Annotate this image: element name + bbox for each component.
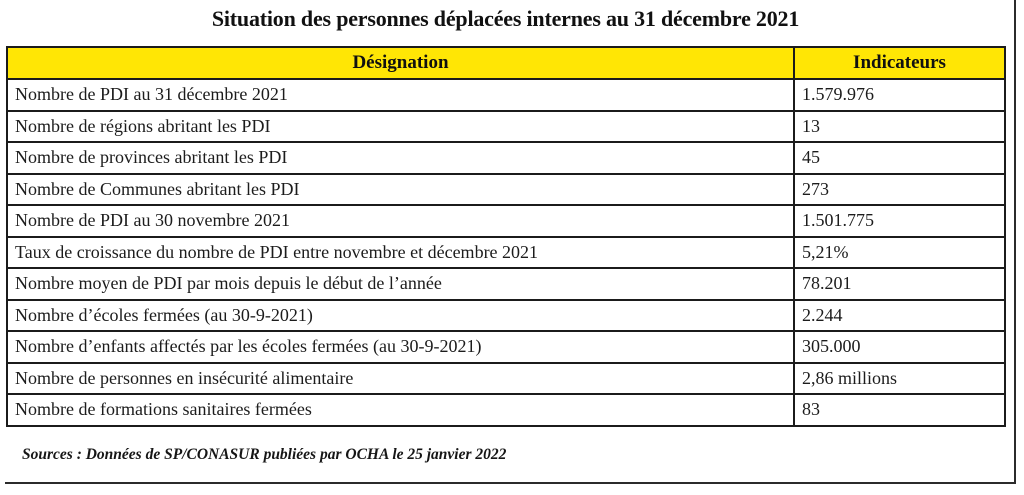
table-row: Nombre d’enfants affectés par les écoles…	[6, 330, 1006, 364]
designation-cell: Nombre moyen de PDI par mois depuis le d…	[6, 267, 795, 301]
column-header-indicateurs: Indicateurs	[793, 46, 1006, 80]
indicateur-cell: 2.244	[793, 298, 1006, 332]
indicateur-cell: 83	[793, 393, 1006, 427]
source-note: Sources : Données de SP/CONASUR publiées…	[22, 446, 507, 463]
designation-cell: Nombre de régions abritant les PDI	[6, 109, 795, 143]
designation-cell: Nombre d’écoles fermées (au 30-9-2021)	[6, 298, 795, 332]
indicateur-cell: 5,21%	[793, 235, 1006, 269]
designation-cell: Nombre de Communes abritant les PDI	[6, 172, 795, 206]
page-title: Situation des personnes déplacées intern…	[211, 6, 800, 31]
table-row: Taux de croissance du nombre de PDI entr…	[6, 235, 1006, 269]
indicateur-cell: 2,86 millions	[793, 361, 1006, 395]
idp-situation-table: Désignation Indicateurs Nombre de PDI au…	[6, 46, 1006, 427]
indicateur-cell: 305.000	[793, 330, 1006, 364]
indicateur-cell: 13	[793, 109, 1006, 143]
indicateur-cell: 78.201	[793, 267, 1006, 301]
column-header-designation: Désignation	[6, 46, 795, 80]
designation-cell: Nombre de provinces abritant les PDI	[6, 141, 795, 175]
indicateur-cell: 1.579.976	[793, 78, 1006, 112]
designation-cell: Nombre de personnes en insécurité alimen…	[6, 361, 795, 395]
indicateur-cell: 273	[793, 172, 1006, 206]
table-body: Nombre de PDI au 31 décembre 2021 1.579.…	[6, 78, 1006, 427]
table-row: Nombre de PDI au 31 décembre 2021 1.579.…	[6, 78, 1006, 112]
table-row: Nombre d’écoles fermées (au 30-9-2021) 2…	[6, 298, 1006, 332]
designation-cell: Taux de croissance du nombre de PDI entr…	[6, 235, 795, 269]
table-header-row: Désignation Indicateurs	[6, 46, 1006, 80]
designation-cell: Nombre d’enfants affectés par les écoles…	[6, 330, 795, 364]
table-row: Nombre de régions abritant les PDI 13	[6, 109, 1006, 143]
designation-cell: Nombre de PDI au 30 novembre 2021	[6, 204, 795, 238]
table-row: Nombre moyen de PDI par mois depuis le d…	[6, 267, 1006, 301]
indicateur-cell: 1.501.775	[793, 204, 1006, 238]
designation-cell: Nombre de PDI au 31 décembre 2021	[6, 78, 795, 112]
table-row: Nombre de personnes en insécurité alimen…	[6, 361, 1006, 395]
indicateur-cell: 45	[793, 141, 1006, 175]
table-row: Nombre de PDI au 30 novembre 2021 1.501.…	[6, 204, 1006, 238]
table-header: Désignation Indicateurs	[6, 46, 1006, 80]
table-row: Nombre de Communes abritant les PDI 273	[6, 172, 1006, 206]
table-row: Nombre de provinces abritant les PDI 45	[6, 141, 1006, 175]
table-row: Nombre de formations sanitaires fermées …	[6, 393, 1006, 427]
designation-cell: Nombre de formations sanitaires fermées	[6, 393, 795, 427]
